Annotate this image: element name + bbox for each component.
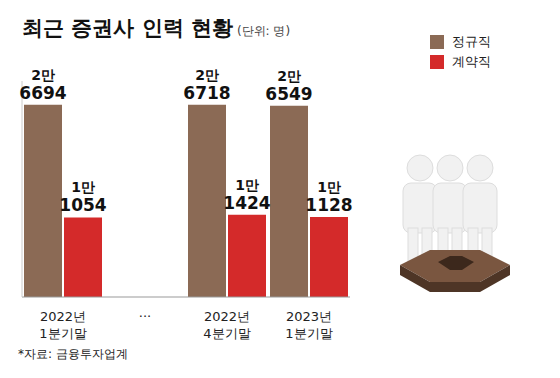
svg-text:2022년: 2022년	[40, 309, 86, 324]
svg-text:1만: 1만	[317, 179, 341, 195]
svg-text:1분기말: 1분기말	[39, 326, 86, 341]
svg-text:1분기말: 1분기말	[285, 326, 332, 341]
svg-text:6549: 6549	[265, 84, 312, 104]
html-text:*자료: 금융투자업계: *자료: 금융투자업계	[18, 347, 128, 361]
svg-text:1128: 1128	[305, 195, 352, 215]
svg-text:1만: 1만	[235, 177, 259, 193]
svg-text:1054: 1054	[59, 195, 106, 215]
html-text:계약직: 계약직	[452, 54, 491, 69]
svg-text:6694: 6694	[19, 83, 66, 103]
html-text:정규직: 정규직	[452, 34, 491, 49]
svg-text:2만: 2만	[277, 68, 301, 84]
svg-text:2만: 2만	[195, 67, 219, 83]
svg-text:2022년: 2022년	[204, 309, 250, 324]
svg-text:2만: 2만	[31, 67, 55, 83]
svg-text:4분기말: 4분기말	[203, 326, 250, 341]
svg-text:1만: 1만	[71, 179, 95, 195]
svg-text:2023년: 2023년	[286, 309, 332, 324]
html-text:최근 증권사 인력 현황(단위: 명): 최근 증권사 인력 현황(단위: 명)	[22, 16, 291, 40]
svg-text:1424: 1424	[223, 193, 270, 213]
svg-text:6718: 6718	[183, 83, 230, 103]
svg-text:···: ···	[139, 309, 151, 324]
